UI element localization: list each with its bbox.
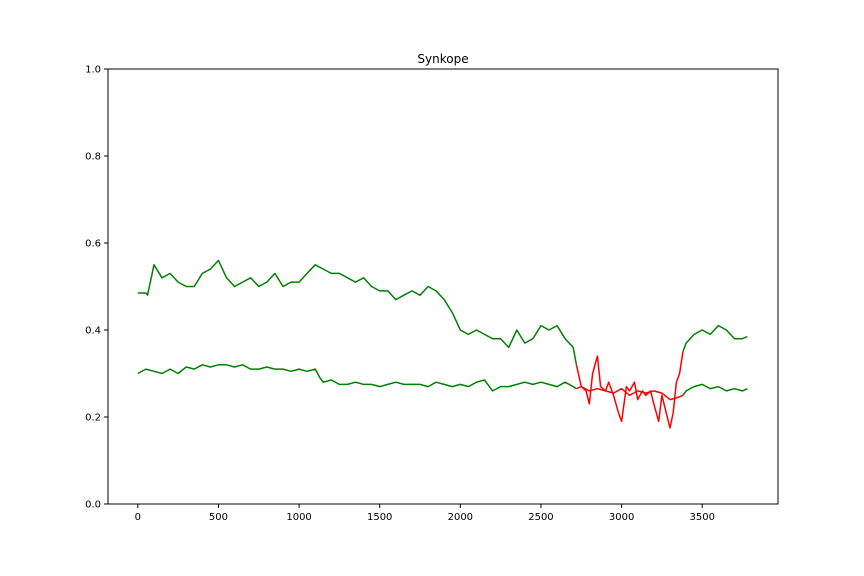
series-line-1 [575, 351, 684, 429]
series-line-2 [682, 324, 748, 353]
x-tick-label: 2500 [528, 512, 553, 523]
series-layer [137, 259, 748, 429]
y-tick-label: 0.0 [85, 500, 101, 511]
x-tick-label: 3500 [689, 512, 714, 523]
x-axis: 0 500 1000 1500 2000 2500 3000 3500 [135, 504, 715, 523]
x-tick-label: 500 [209, 512, 228, 523]
series-line-5 [682, 383, 748, 396]
x-tick-label: 1000 [286, 512, 311, 523]
y-tick-label: 0.8 [85, 152, 101, 163]
y-axis: 0.0 0.2 0.4 0.6 0.8 1.0 [85, 65, 108, 511]
series-line-0 [137, 259, 578, 365]
y-tick-label: 0.4 [85, 326, 101, 337]
plot-frame [107, 68, 779, 505]
x-tick-label: 0 [135, 512, 141, 523]
y-tick-label: 0.6 [85, 239, 101, 250]
series-line-4 [576, 385, 684, 401]
y-tick-label: 1.0 [85, 65, 101, 76]
x-tick-label: 1500 [367, 512, 392, 523]
series-line-3 [137, 364, 577, 392]
chart-title: Synkope [417, 52, 468, 66]
y-tick-label: 0.2 [85, 413, 101, 424]
x-tick-label: 3000 [609, 512, 634, 523]
x-tick-label: 2000 [448, 512, 473, 523]
